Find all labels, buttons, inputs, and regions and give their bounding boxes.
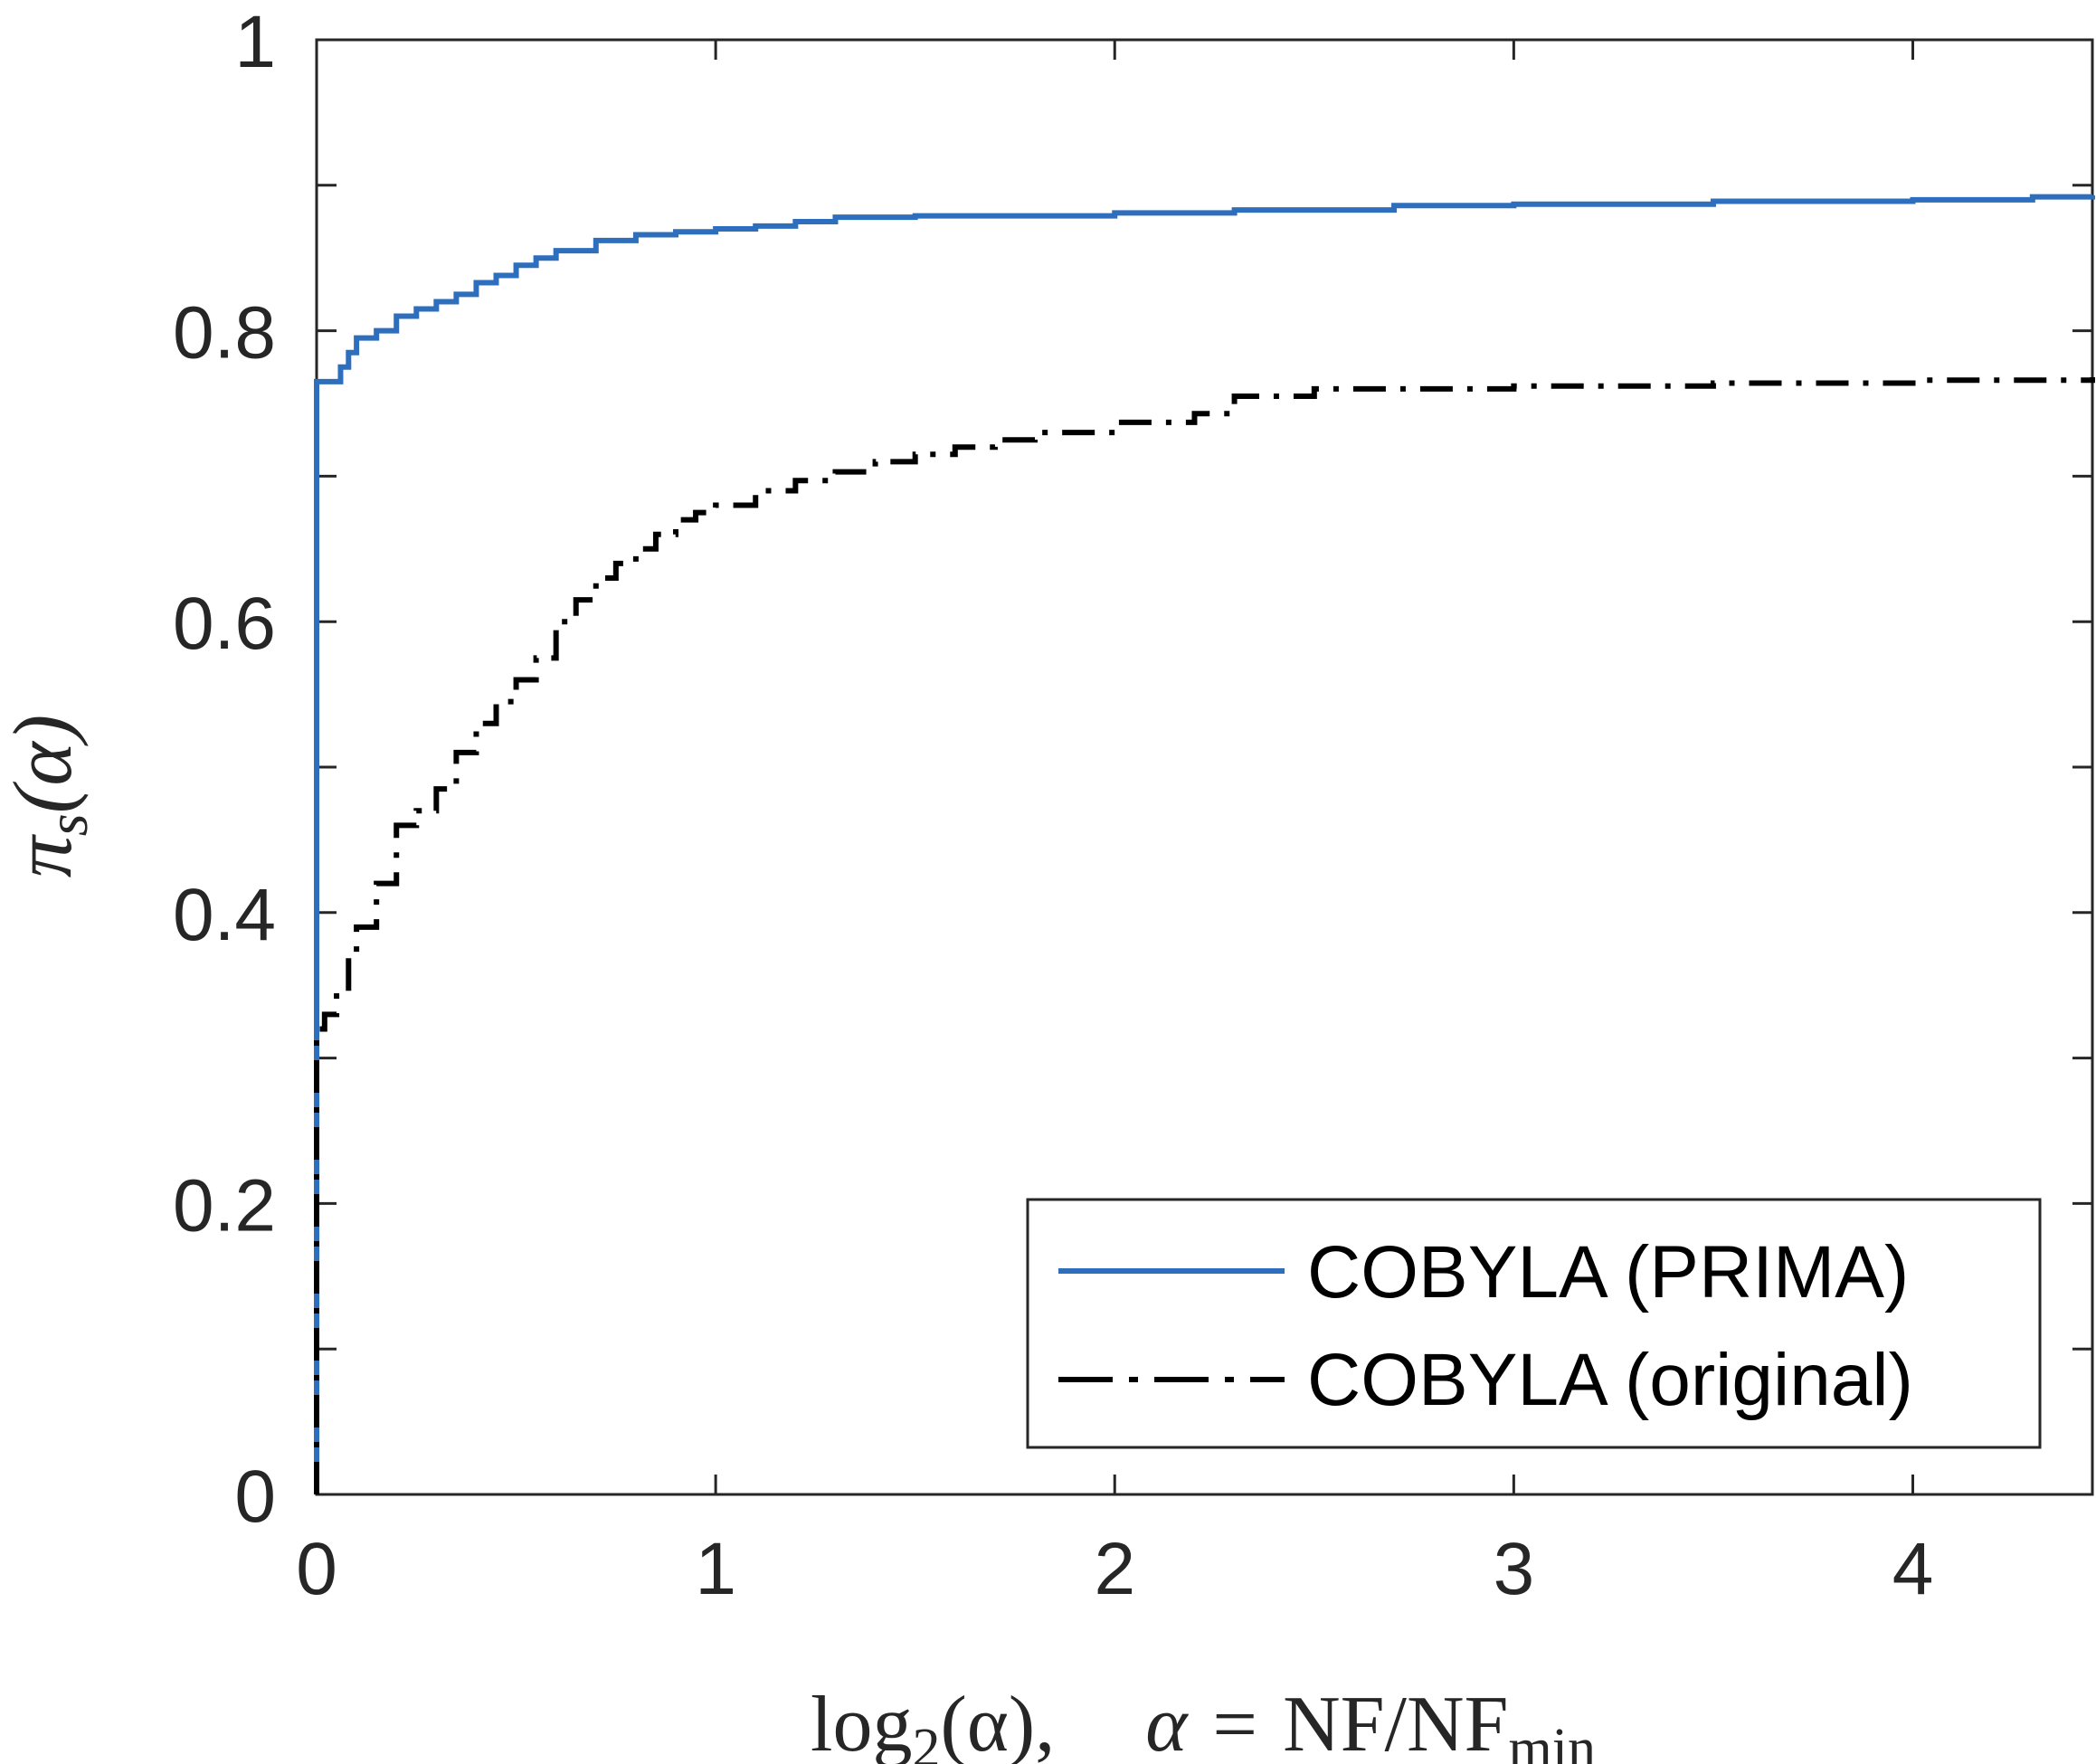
legend-box — [1026, 1198, 2042, 1449]
x-label-alpha: α — [1145, 1681, 1189, 1764]
axis-tick-labels: 0 1 2 3 4 0 0.2 0.4 0.6 0.8 1 — [173, 1, 1933, 1610]
x-tick-label: 2 — [1094, 1528, 1135, 1610]
y-tick-label: 0.4 — [173, 874, 276, 956]
x-tick-label: 4 — [1892, 1528, 1934, 1610]
y-tick-label: 0.8 — [173, 292, 276, 375]
y-tick-label: 1 — [234, 1, 276, 83]
x-label-log-base: 2 — [913, 1718, 941, 1764]
legend: COBYLA (PRIMA) COBYLA (original) — [1026, 1198, 2042, 1449]
svg-text:πs(α): πs(α) — [0, 715, 100, 878]
y-label-argument: (α) — [0, 715, 89, 814]
x-axis-label: log2(α), α = NF/NFmin — [811, 1681, 1596, 1764]
legend-label-original: COBYLA (original) — [1307, 1339, 1913, 1421]
y-tick-label: 0.2 — [173, 1164, 276, 1247]
x-label-argument: (α), — [941, 1681, 1056, 1764]
y-tick-label: 0 — [234, 1456, 276, 1538]
y-label-subscript: s — [35, 813, 100, 836]
x-tick-label: 0 — [296, 1528, 337, 1610]
x-tick-label: 1 — [695, 1528, 736, 1610]
legend-label-prima: COBYLA (PRIMA) — [1307, 1231, 1909, 1314]
series-layer — [314, 194, 2095, 1494]
y-label-symbol: π — [0, 833, 89, 877]
series-line-original — [314, 377, 2095, 1494]
x-label-equals: = — [1212, 1681, 1257, 1764]
x-tick-label: 3 — [1494, 1528, 1535, 1610]
series-line-prima — [314, 194, 2095, 1494]
x-label-prefix: log — [811, 1681, 912, 1764]
x-label-ratio: NF/NF — [1283, 1681, 1508, 1764]
y-tick-label: 0.6 — [173, 583, 276, 665]
x-label-ratio-subscript: min — [1509, 1718, 1596, 1764]
y-axis-label: πs(α) — [0, 715, 100, 878]
